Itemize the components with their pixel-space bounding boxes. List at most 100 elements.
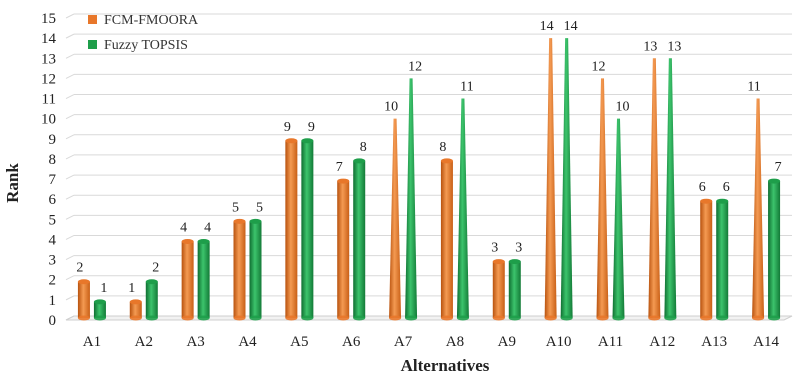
data-label: 5 [232,200,239,215]
data-label: 13 [667,39,681,54]
gridline-depth [65,275,75,281]
y-tick-label: 12 [41,71,56,87]
bar-base [716,315,729,321]
y-tick-label: 15 [41,11,56,27]
gridline-depth [65,114,75,120]
gridline-depth [65,235,75,240]
gridline-depth [65,94,75,99]
bar-fcm-fmoora [77,281,90,318]
bar-base [560,315,573,321]
bar-cap [337,178,350,184]
x-tick-label: A12 [649,334,675,350]
data-label: 7 [775,160,782,175]
y-tick-label: 7 [49,172,57,188]
bar-fcm-fmoora [181,241,194,318]
x-tick-label: A14 [753,334,779,350]
x-axis-title: Alternatives [401,356,490,375]
bar-base [700,315,713,321]
data-label: 6 [723,180,730,195]
data-label: 14 [564,19,578,34]
gridline-depth [65,53,75,59]
bar-fcm-fmoora [129,301,142,318]
data-label: 3 [515,241,522,256]
data-label: 8 [360,140,367,155]
data-label: 1 [128,281,135,296]
legend-label: FCM-FMOORA [104,13,199,28]
y-tick-label: 11 [42,92,56,108]
x-tick-label: A1 [83,334,101,350]
bar-fuzzy-topsis [405,78,418,319]
bar-base [197,315,210,321]
y-tick-label: 13 [41,51,56,67]
bar-fuzzy-topsis [93,301,106,318]
bar-cap [285,138,298,144]
y-tick-label: 0 [49,313,57,329]
data-label: 10 [384,100,398,115]
x-tick-label: A4 [238,334,257,350]
bar-base [93,315,106,321]
bar-fuzzy-topsis [560,38,573,319]
data-label: 9 [308,120,315,135]
bar-fuzzy-topsis [612,118,625,319]
legend-swatch [88,15,97,24]
bar-base [648,315,661,321]
bar-fuzzy-topsis [301,140,314,318]
y-tick-label: 10 [41,112,56,128]
bar-base [233,315,246,321]
bar-fuzzy-topsis [456,98,469,319]
bar-base [440,315,453,321]
y-axis-title: Rank [3,163,22,203]
bar-cap [249,218,262,224]
x-tick-label: A13 [701,334,727,350]
data-label: 11 [460,80,473,95]
data-label: 2 [152,261,159,276]
bar-cap [700,198,713,204]
bar-fcm-fmoora [337,181,350,318]
gridline-depth [65,295,75,301]
legend-label: Fuzzy TOPSIS [104,38,188,53]
bar-base [129,315,142,321]
y-tick-label: 6 [49,192,57,208]
bar-base [389,315,402,321]
gridline-depth [65,134,75,140]
bar-cap [129,299,142,305]
bar-cap [492,259,505,265]
bar-cap [233,218,246,224]
y-tick-label: 1 [49,293,57,309]
bar-base [664,315,677,321]
data-label: 12 [408,59,422,74]
bar-fuzzy-topsis [145,281,158,318]
bar-base [508,315,521,321]
bar-fcm-fmoora [233,221,246,318]
x-tick-label: A2 [135,334,153,350]
bar-fcm-fmoora [752,98,765,319]
bar-base [337,315,350,321]
bar-base [405,315,418,321]
bar-fuzzy-topsis [768,181,781,318]
bar-cap [93,299,106,305]
data-label: 6 [699,180,706,195]
x-tick-label: A3 [186,334,204,350]
gridline-depth [65,214,75,220]
data-label: 12 [592,59,606,74]
data-label: 4 [180,220,187,235]
bar-fuzzy-topsis [353,160,366,318]
bar-base [285,315,298,321]
data-label: 1 [100,281,107,296]
bar-cap [301,138,314,144]
x-tick-label: A11 [598,334,623,350]
bar-base [145,315,158,321]
bar-fcm-fmoora [700,201,713,318]
x-tick-label: A5 [290,334,308,350]
bar-cap [768,178,781,184]
data-label: 8 [439,140,446,155]
data-label: 3 [491,241,498,256]
gridline-depth [65,33,75,39]
bar-base [301,315,314,321]
data-label: 7 [336,160,343,175]
data-label: 14 [540,19,554,34]
bar-cap [197,238,210,244]
bar-base [456,315,469,321]
bar-fuzzy-topsis [249,221,262,318]
bar-base [77,315,90,321]
